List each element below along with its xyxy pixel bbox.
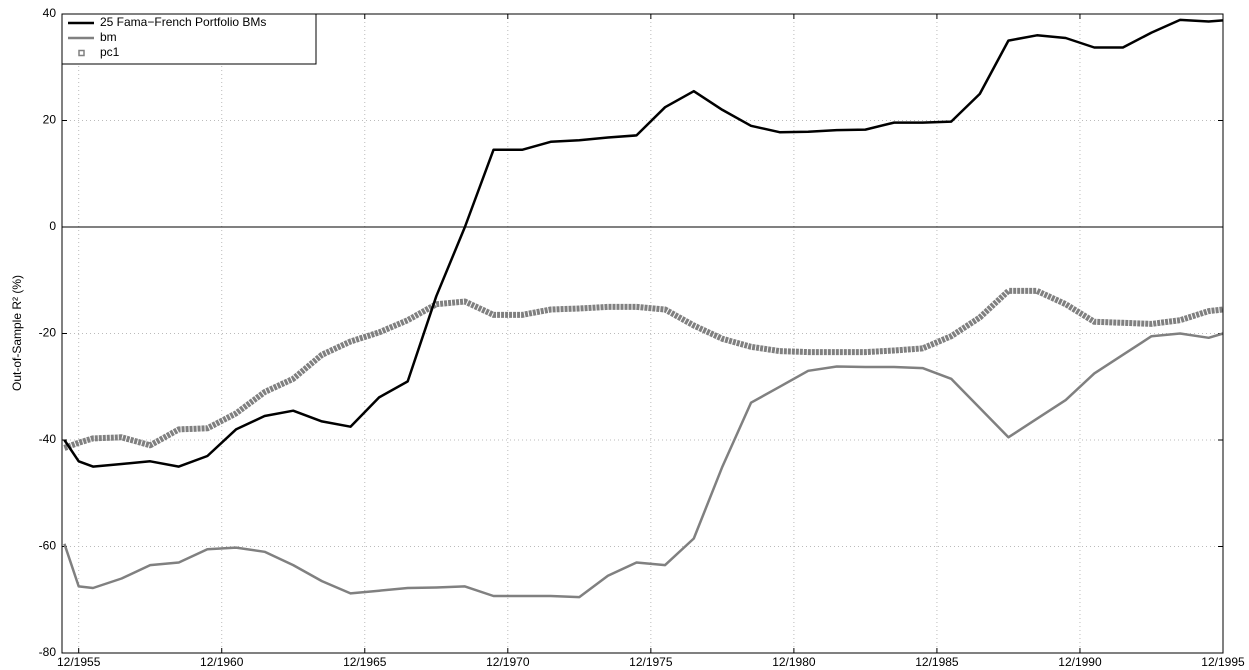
series-line xyxy=(63,332,1224,599)
x-tick-label: 12/1990 xyxy=(1058,655,1102,669)
series-line xyxy=(63,287,1224,451)
y-tick-label: -40 xyxy=(39,432,57,446)
x-tick-label: 12/1980 xyxy=(772,655,816,669)
plot-frame xyxy=(61,13,1224,654)
y-tick-label: 40 xyxy=(43,6,57,20)
y-tick-label: -60 xyxy=(39,539,57,553)
x-tick-label: 12/1985 xyxy=(915,655,959,669)
legend-box xyxy=(61,13,317,65)
x-tick-label: 12/1975 xyxy=(629,655,673,669)
series-line xyxy=(63,18,1224,468)
x-tick-label: 12/1965 xyxy=(343,655,387,669)
legend-label: 25 Fama−French Portfolio BMs xyxy=(100,15,266,29)
y-tick-label: 20 xyxy=(43,113,57,127)
y-tick-label: -20 xyxy=(39,326,57,340)
x-tick-label: 12/1995 xyxy=(1201,655,1245,669)
x-tick-label: 12/1960 xyxy=(200,655,244,669)
legend-swatch xyxy=(78,49,85,57)
x-tick-label: 12/1970 xyxy=(486,655,530,669)
legend-label: bm xyxy=(100,30,117,44)
y-axis-label: Out-of-Sample R² (%) xyxy=(10,275,24,391)
x-tick-label: 12/1955 xyxy=(57,655,101,669)
y-tick-label: -80 xyxy=(39,645,57,659)
y-tick-label: 0 xyxy=(49,219,56,233)
legend-label: pc1 xyxy=(100,45,120,59)
